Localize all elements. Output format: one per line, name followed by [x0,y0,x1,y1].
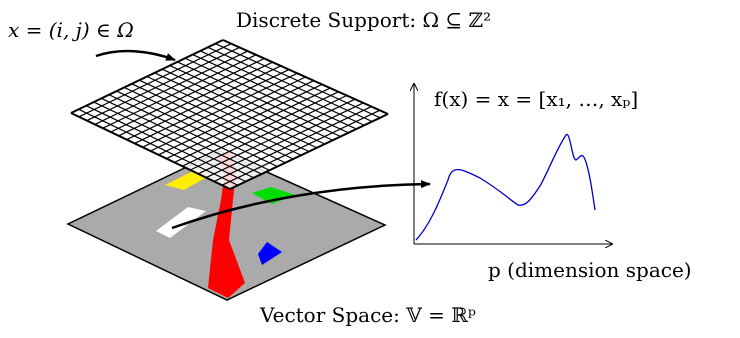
feature-plot [414,84,612,244]
grid-line [222,39,389,115]
grid-line [166,83,323,160]
grid-line [161,68,326,145]
grid-line [184,57,349,134]
support-title: Discrete Support: Ω ⊆ ℤ² [236,8,491,32]
grid-line [158,80,315,156]
support-grid [70,39,389,190]
grid-line [174,87,331,163]
grid-line [192,54,357,130]
grid-line [189,94,348,171]
red-road [208,152,245,298]
grid-pointer-arrow [95,49,176,62]
feature-map-label: f(x) = x = [x₁, …, xₚ] [434,87,638,111]
grid-line [182,91,339,167]
dimension-axis-label: p (dimension space) [488,258,692,282]
grid-line [205,102,364,179]
grid-line [199,50,365,126]
grid-line [207,46,373,123]
blue-patch [258,242,282,265]
pixel-feature-arrow [171,180,431,230]
grid-line [221,109,381,186]
grid-line [215,43,381,119]
yellow-patch [165,169,207,190]
pixel-coordinate-label: x = (i, j) ∈ Ω [8,18,134,42]
feature-curve [415,133,596,241]
green-patch [252,187,295,204]
vector-space-plane [66,150,387,301]
grid-line [213,106,372,182]
grid-line [229,113,389,190]
white-patch [156,207,206,238]
grid-line [177,61,341,138]
grid-line [154,72,318,149]
grid-line [150,76,306,152]
grid-line [169,65,333,141]
grid-line [197,98,356,175]
vector-space-label: Vector Space: 𝕍 = ℝᵖ [259,303,476,327]
